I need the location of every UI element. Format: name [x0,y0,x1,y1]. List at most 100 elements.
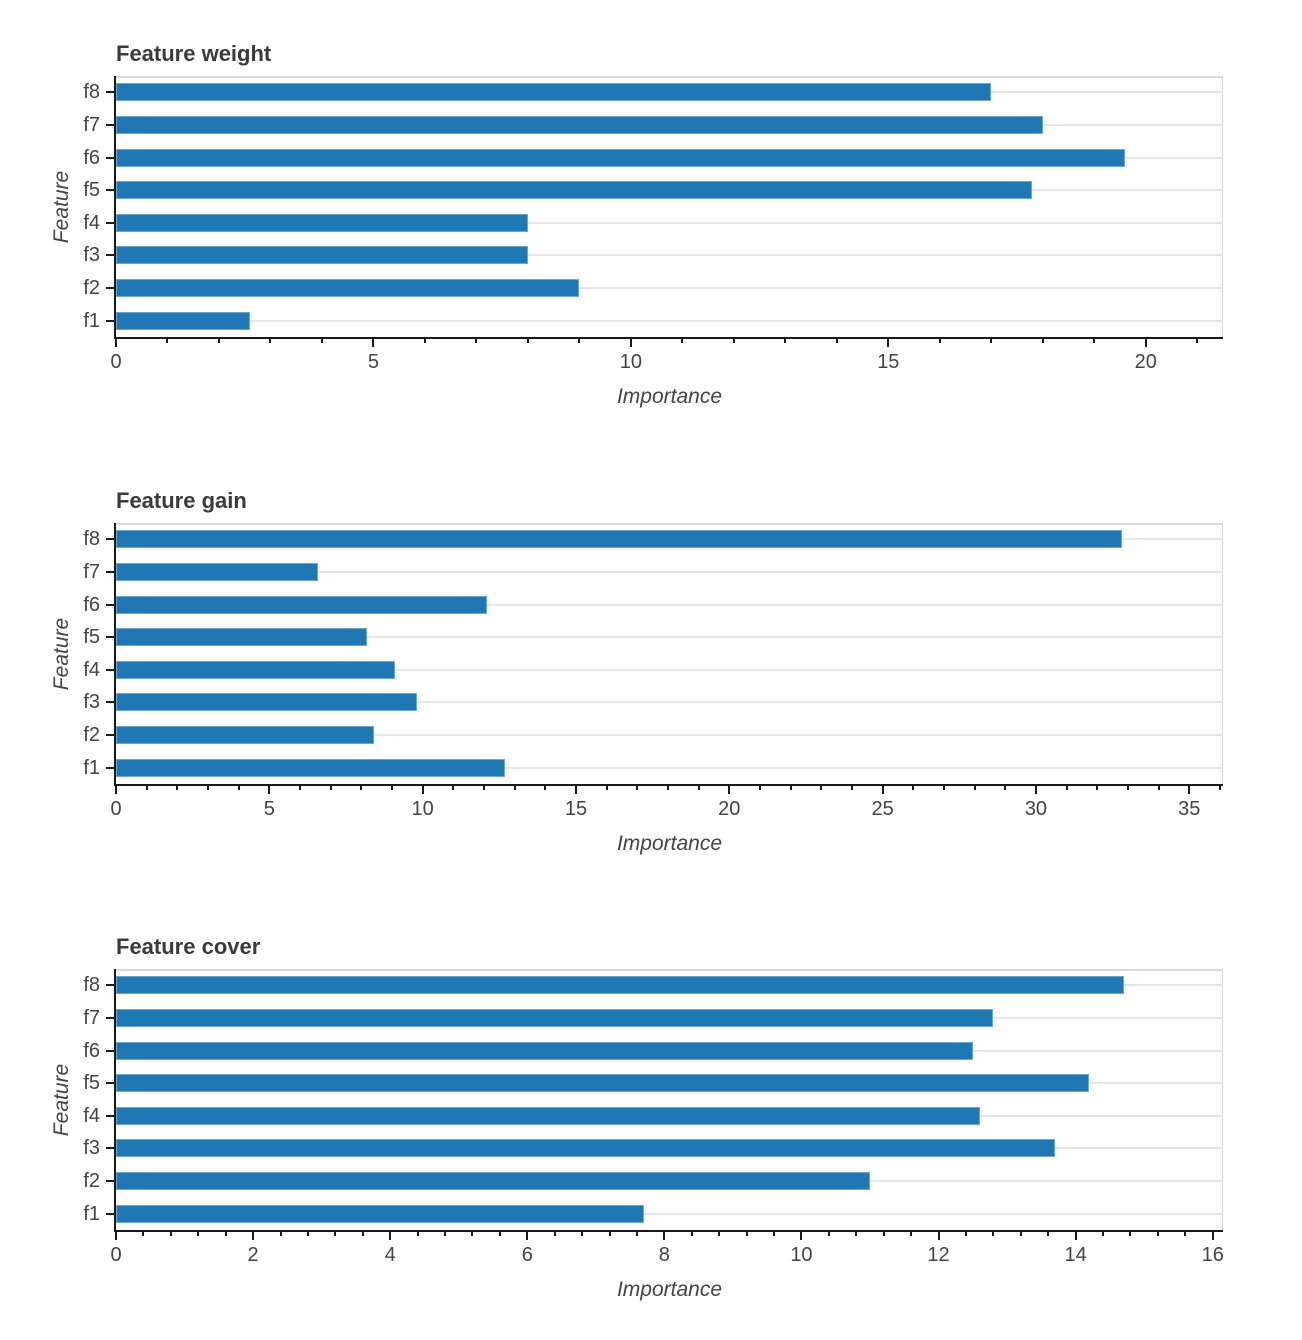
x-minor-tick [912,786,915,790]
x-major-tick [1144,339,1147,347]
feature-weight-chart: Feature weight f8 f7 f6 f5 f4 f3 f2 f1 0 5 10 15 20 Im… [0,0,1302,447]
x-tick-label: 2 [247,1244,259,1266]
x-minor-tick [526,339,529,343]
x-tick-label: 10 [411,798,434,820]
y-axis-label: Feature [50,617,73,690]
x-minor-tick [855,1232,858,1236]
bar-f3 [116,1139,1056,1158]
y-category-label: f2 [83,1170,100,1193]
left-spine [114,523,116,786]
x-minor-tick [444,1232,446,1236]
gridline [116,668,1223,671]
y-tick [106,570,114,573]
x-minor-tick [973,786,976,790]
y-category-label: f5 [83,179,100,202]
bar-f7 [116,1008,994,1027]
y-tick [106,668,114,671]
y-category-label: f3 [83,1137,100,1160]
chart-title: Feature gain [116,488,247,513]
x-minor-tick [360,786,363,790]
y-category-label: f5 [83,1072,100,1095]
x-minor-tick [681,339,684,343]
x-major-tick [115,1232,117,1240]
bottom-spine [114,1230,1223,1232]
x-minor-tick [1065,786,1068,790]
gridline [116,287,1223,290]
x-minor-tick [298,786,301,790]
x-minor-tick [169,1232,172,1236]
chart-title: Feature cover [116,934,261,959]
x-minor-tick [581,1232,584,1236]
x-minor-tick [206,786,209,790]
x-minor-tick [773,1232,776,1236]
x-minor-tick [1129,1232,1132,1236]
x-minor-tick [850,786,853,790]
x-major-tick [937,1232,940,1240]
x-tick-label: 0 [110,798,122,820]
x-minor-tick [269,339,272,343]
gridline [116,636,1223,639]
x-tick-label: 5 [367,351,379,373]
x-major-tick [115,339,117,347]
x-minor-tick [1218,786,1221,790]
bar-f3 [116,693,417,712]
x-tick-label: 6 [521,1244,533,1266]
x-minor-tick [635,1232,638,1236]
y-tick [106,984,114,987]
gridline [116,1212,1223,1215]
bar-f6 [116,595,488,614]
bar-f5 [116,628,368,647]
y-category-label: f8 [83,974,100,997]
plot-area: f8 f7 f6 f5 f4 f3 f2 f1 0 5 10 15 20 Importance Featur… [50,76,1223,408]
y-category-label: f7 [83,113,100,136]
y-tick [106,1180,114,1183]
y-category-label: f8 [83,528,100,551]
x-minor-tick [942,786,945,790]
top-spine [116,969,1223,971]
x-tick-label: 12 [927,1244,950,1266]
y-tick [106,287,114,290]
x-minor-tick [482,786,485,790]
gridline [116,701,1223,704]
y-tick [106,1082,114,1085]
x-minor-tick [475,339,478,343]
x-major-tick [1211,1232,1214,1240]
y-category-label: f1 [83,756,100,779]
y-category-label: f4 [83,211,100,234]
x-major-tick [887,339,890,347]
bar-f2 [116,726,374,745]
x-minor-tick [910,1232,913,1236]
x-minor-tick [329,786,332,790]
x-minor-tick [758,786,761,790]
x-tick-label: 25 [871,798,894,820]
bar-f4 [116,1106,980,1125]
x-minor-tick [145,786,148,790]
x-minor-tick [784,339,787,343]
bar-f6 [116,1041,973,1060]
x-major-tick [728,786,731,794]
x-minor-tick [938,339,941,343]
x-minor-tick [1096,786,1099,790]
bar-f4 [116,213,528,232]
y-category-label: f3 [83,691,100,714]
x-minor-tick [990,339,993,343]
y-tick [106,766,114,769]
x-minor-tick [690,1232,693,1236]
bar-f2 [116,1172,870,1191]
gridline [116,570,1223,573]
bar-f5 [116,181,1033,200]
y-tick [106,603,114,606]
y-tick [106,319,114,322]
bar-f4 [116,660,396,679]
x-minor-tick [498,1232,501,1236]
x-minor-tick [390,786,393,790]
y-tick [106,254,114,257]
left-spine [114,969,116,1232]
x-tick-label: 15 [877,351,900,373]
bar-f8 [116,83,992,102]
x-minor-tick [197,1232,200,1236]
x-minor-tick [1019,1232,1022,1236]
gridline [116,221,1223,224]
y-category-label: f6 [83,1039,100,1062]
x-minor-tick [1156,1232,1159,1236]
